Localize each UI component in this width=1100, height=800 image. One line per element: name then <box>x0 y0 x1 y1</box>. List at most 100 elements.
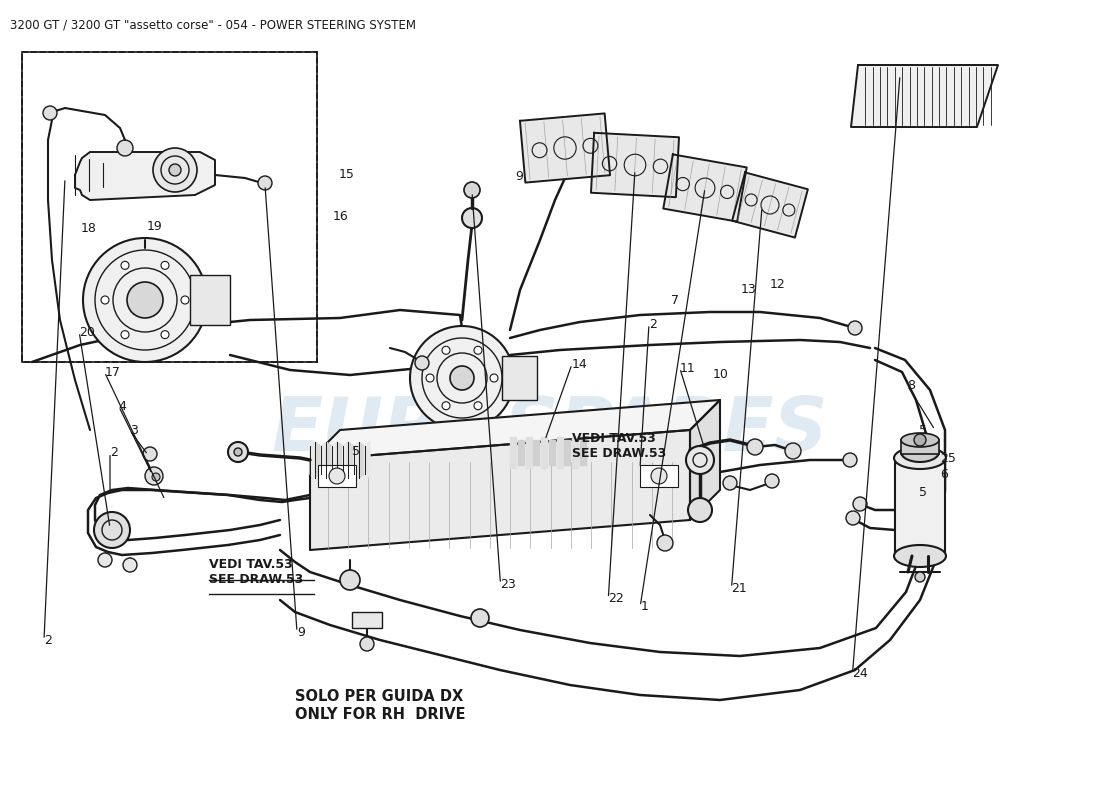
Circle shape <box>98 553 112 567</box>
Polygon shape <box>541 437 547 468</box>
Bar <box>318 465 356 487</box>
Text: 2: 2 <box>110 446 118 459</box>
Circle shape <box>852 497 867 511</box>
Text: 11: 11 <box>680 362 695 374</box>
Circle shape <box>126 282 163 318</box>
Polygon shape <box>518 440 524 465</box>
Polygon shape <box>332 442 338 478</box>
Circle shape <box>94 512 130 548</box>
Circle shape <box>764 474 779 488</box>
Bar <box>352 612 382 628</box>
Circle shape <box>161 262 169 270</box>
Ellipse shape <box>901 433 939 447</box>
Circle shape <box>747 439 763 455</box>
Text: 20: 20 <box>79 326 95 338</box>
Polygon shape <box>690 400 721 520</box>
Circle shape <box>848 321 862 335</box>
Circle shape <box>152 473 160 481</box>
Polygon shape <box>310 430 690 550</box>
Circle shape <box>121 330 129 338</box>
Polygon shape <box>310 400 720 460</box>
Circle shape <box>471 609 490 627</box>
Polygon shape <box>321 442 327 478</box>
Text: 3200 GT / 3200 GT "assetto corse" - 054 - POWER STEERING SYSTEM: 3200 GT / 3200 GT "assetto corse" - 054 … <box>10 18 416 31</box>
Polygon shape <box>851 65 998 127</box>
Polygon shape <box>520 114 610 182</box>
Polygon shape <box>327 442 332 478</box>
Circle shape <box>785 443 801 459</box>
Circle shape <box>360 637 374 651</box>
Circle shape <box>43 106 57 120</box>
Text: 14: 14 <box>572 358 587 370</box>
Circle shape <box>915 572 925 582</box>
Circle shape <box>723 476 737 490</box>
Text: 9: 9 <box>297 626 305 638</box>
Circle shape <box>121 262 129 270</box>
Bar <box>190 275 230 325</box>
Polygon shape <box>316 442 321 478</box>
Circle shape <box>474 346 482 354</box>
Polygon shape <box>353 442 359 478</box>
Circle shape <box>329 468 345 484</box>
Polygon shape <box>359 442 364 478</box>
Ellipse shape <box>901 442 939 462</box>
Bar <box>22 52 317 362</box>
Polygon shape <box>364 442 370 478</box>
Text: 1: 1 <box>640 600 648 613</box>
Text: 5: 5 <box>352 446 360 458</box>
Text: 13: 13 <box>740 283 756 296</box>
Circle shape <box>234 448 242 456</box>
Circle shape <box>117 140 133 156</box>
Circle shape <box>161 330 169 338</box>
Polygon shape <box>549 440 554 465</box>
Polygon shape <box>564 440 571 465</box>
Text: 10: 10 <box>713 368 728 381</box>
Circle shape <box>228 442 248 462</box>
Text: VEDI TAV.53
SEE DRAW.53: VEDI TAV.53 SEE DRAW.53 <box>209 558 304 586</box>
Text: 19: 19 <box>146 220 162 233</box>
Polygon shape <box>534 440 539 465</box>
Circle shape <box>474 402 482 410</box>
Bar <box>895 460 945 555</box>
Circle shape <box>426 374 434 382</box>
Text: 6: 6 <box>940 468 948 481</box>
Polygon shape <box>349 442 353 478</box>
Text: EUROSPARES: EUROSPARES <box>272 394 828 466</box>
Polygon shape <box>338 442 343 478</box>
Circle shape <box>143 447 157 461</box>
Circle shape <box>490 374 498 382</box>
Circle shape <box>450 366 474 390</box>
Circle shape <box>846 511 860 525</box>
Text: 8: 8 <box>908 379 915 392</box>
Text: 25: 25 <box>940 452 956 465</box>
Bar <box>22 52 317 362</box>
Circle shape <box>686 446 714 474</box>
Text: 16: 16 <box>332 210 348 222</box>
Circle shape <box>101 296 109 304</box>
Text: 18: 18 <box>80 222 96 234</box>
Circle shape <box>145 467 163 485</box>
Circle shape <box>442 346 450 354</box>
Circle shape <box>442 402 450 410</box>
Text: 12: 12 <box>770 278 785 290</box>
Circle shape <box>340 570 360 590</box>
Circle shape <box>914 434 926 446</box>
Ellipse shape <box>894 447 946 469</box>
Polygon shape <box>591 133 679 197</box>
Text: 2: 2 <box>44 634 52 646</box>
Circle shape <box>415 356 429 370</box>
Text: 7: 7 <box>671 294 679 306</box>
Text: 23: 23 <box>500 578 516 590</box>
Text: 9: 9 <box>515 170 522 182</box>
Polygon shape <box>343 442 349 478</box>
Circle shape <box>843 453 857 467</box>
Bar <box>901 440 939 454</box>
Text: 17: 17 <box>104 366 120 378</box>
Text: VEDI TAV.53
SEE DRAW.53: VEDI TAV.53 SEE DRAW.53 <box>572 432 667 461</box>
Text: 3: 3 <box>130 424 138 437</box>
Circle shape <box>410 326 514 430</box>
Text: 2: 2 <box>649 318 657 330</box>
Text: SOLO PER GUIDA DX
ONLY FOR RH  DRIVE: SOLO PER GUIDA DX ONLY FOR RH DRIVE <box>295 690 465 722</box>
Text: 5: 5 <box>918 486 926 498</box>
Text: 21: 21 <box>732 582 747 594</box>
